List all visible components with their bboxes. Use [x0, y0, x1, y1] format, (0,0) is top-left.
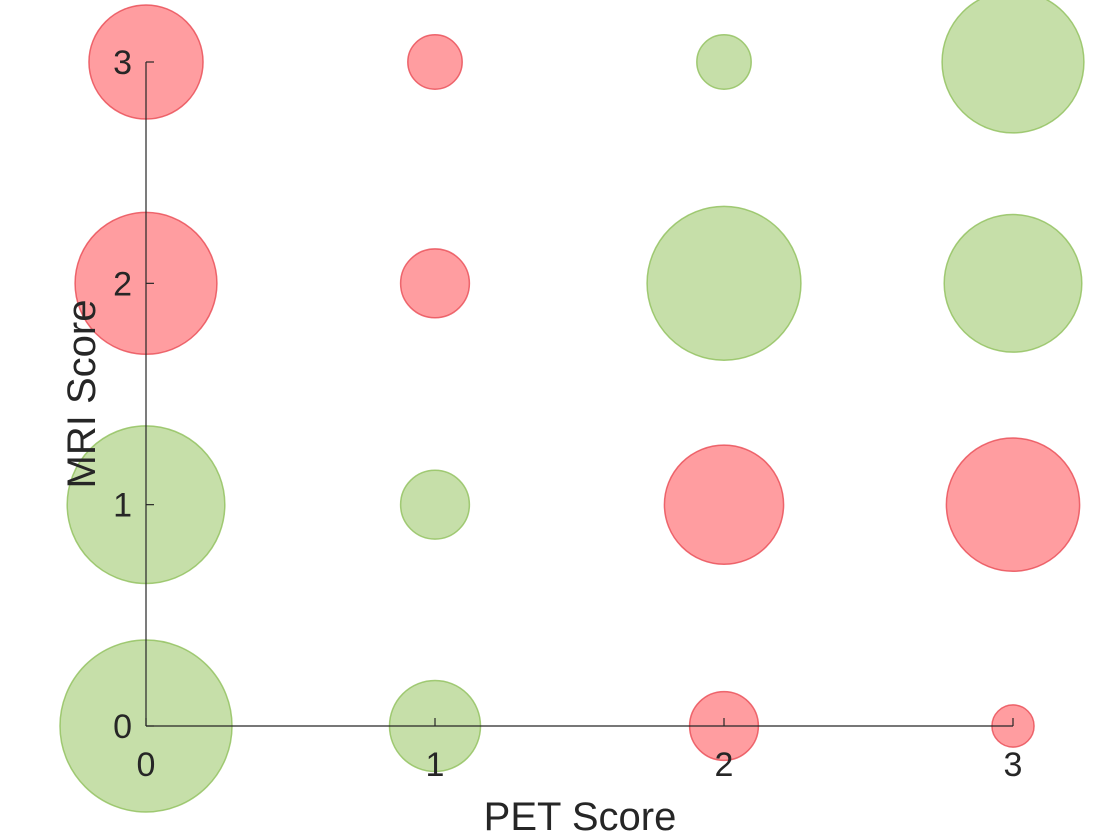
bubble-point	[646, 205, 802, 362]
bubble-point	[399, 469, 471, 540]
bubble-layer	[59, 0, 1085, 813]
bubble-point	[399, 248, 471, 319]
y-tick-label: 3	[113, 44, 132, 82]
x-tick-label: 3	[1004, 746, 1023, 784]
axes	[145, 61, 1014, 727]
bubble-point	[696, 34, 752, 90]
bubble-point	[941, 0, 1085, 134]
x-tick-label: 2	[715, 746, 734, 784]
bubble-point	[407, 34, 463, 90]
y-axis-title: MRI Score	[60, 300, 104, 489]
bubble-point	[943, 213, 1083, 353]
x-tick-label: 1	[426, 746, 445, 784]
x-axis-title: PET Score	[484, 795, 677, 839]
y-tick-label: 2	[113, 265, 132, 303]
x-tick-label: 0	[137, 746, 156, 784]
bubble-point	[663, 444, 785, 565]
y-tick-label: 0	[113, 708, 132, 746]
y-tick-label: 1	[113, 487, 132, 525]
bubble-point	[945, 437, 1081, 573]
tick-labels: 0 1 2 3 0 1 2 3	[113, 44, 1022, 784]
